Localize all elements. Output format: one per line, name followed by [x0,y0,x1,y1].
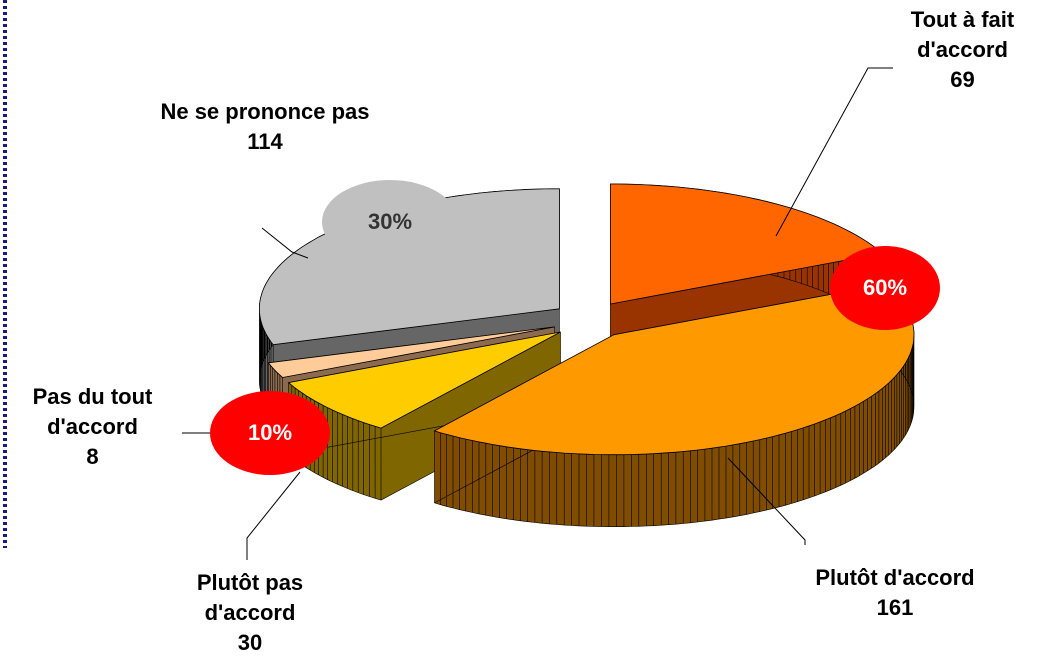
slice [259,188,560,346]
annotation: 60% [863,275,907,300]
slice-label: Pas du tout d'accord 8 [5,382,180,472]
slice-label: Plutôt d'accord 161 [770,563,1020,623]
value: 114 [247,129,283,154]
pie [259,183,915,527]
bubble [322,180,458,264]
slice [610,183,884,305]
category: Tout à fait d'accord [910,7,1015,62]
value: 30 [237,630,263,655]
category: Pas du tout d'accord [32,384,153,439]
slice [287,331,561,429]
leader-line [775,67,893,237]
slice-label: Ne se prononce pas 114 [145,97,385,157]
category: Ne se prononce pas [160,99,370,124]
slice-label: Tout à fait d'accord 69 [880,5,1045,95]
category: Plutôt pas d'accord [196,570,304,625]
leader-line [727,457,806,545]
leaders [182,67,893,560]
leader-line [246,471,301,560]
slice-label: Plutôt pas d'accord 30 [170,568,330,658]
annotation: 30% [368,209,412,234]
category: Plutôt d'accord [815,565,975,590]
value: 69 [950,67,975,92]
value: 8 [86,444,99,469]
value: 161 [876,595,914,620]
slice [267,326,555,378]
slice [433,283,915,456]
bubble [210,391,330,475]
leader-line [261,227,309,259]
bubble [830,246,940,330]
annotation: 10% [248,420,292,445]
